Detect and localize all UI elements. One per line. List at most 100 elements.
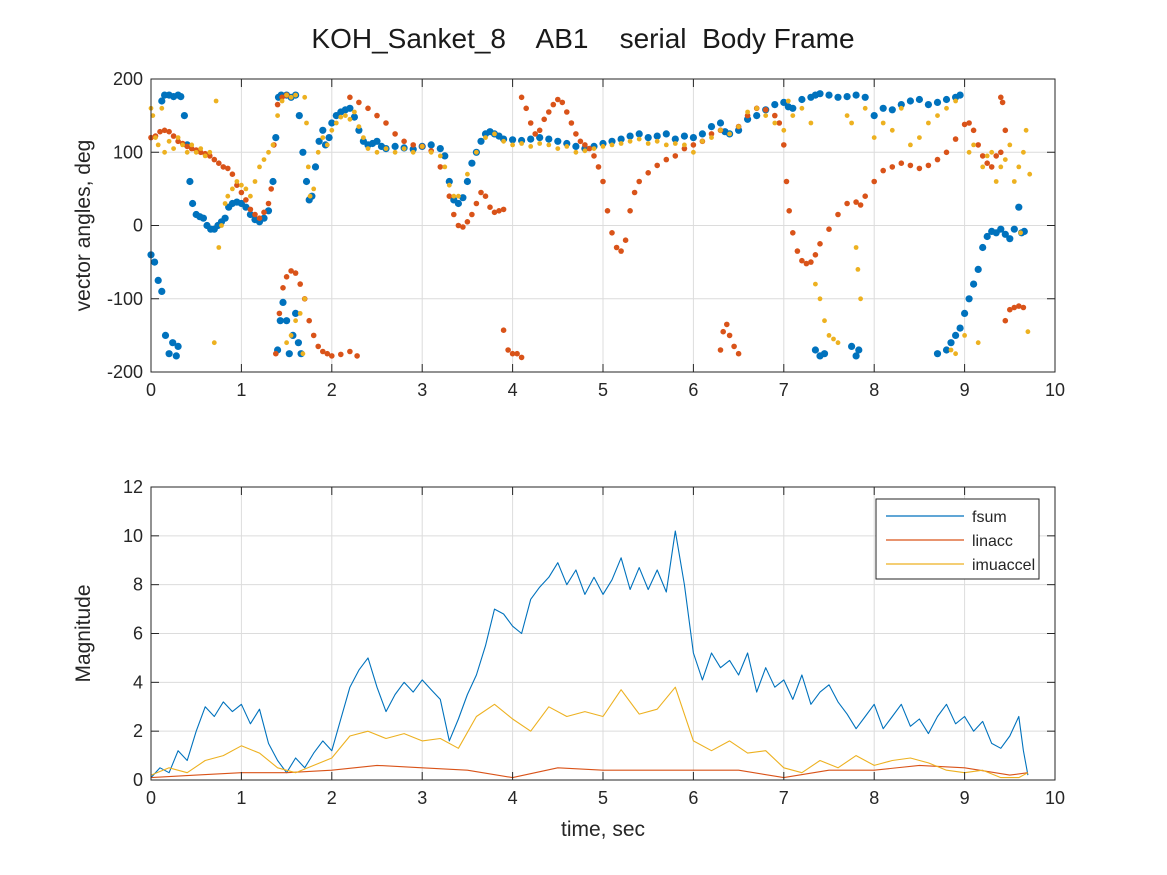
magnitude-plot-area (150, 530, 1029, 779)
angle-point (786, 208, 792, 214)
angle-point (189, 142, 195, 148)
angle-point (907, 162, 914, 169)
angle-point (365, 146, 371, 152)
angle-point (993, 153, 999, 159)
angle-point (410, 142, 417, 148)
angle-point (501, 138, 506, 144)
angle-point (465, 171, 470, 177)
angle-point (952, 136, 959, 142)
angle-point (835, 340, 841, 346)
angle-point (849, 120, 854, 126)
angle-point (772, 112, 778, 119)
angle-point (789, 104, 797, 112)
angle-point (216, 245, 222, 250)
angle-point (817, 241, 823, 247)
angle-point (446, 182, 452, 188)
angle-point (554, 137, 562, 145)
angle-point (781, 127, 787, 133)
angle-point (591, 153, 597, 159)
y-tick-label: 8 (133, 575, 143, 595)
angle-point (261, 157, 267, 163)
y-tick-label: 4 (133, 672, 143, 692)
angle-point (853, 199, 859, 205)
angle-point (618, 141, 624, 146)
angle-point (1025, 329, 1031, 335)
angle-point (577, 138, 584, 145)
angle-point (243, 186, 249, 192)
angle-point (573, 149, 579, 155)
angle-point (509, 350, 516, 357)
angle-point (608, 137, 616, 145)
angle-point (288, 94, 294, 100)
angle-point (618, 248, 624, 254)
y-tick-label: 2 (133, 721, 143, 741)
angle-point (225, 165, 231, 172)
angle-point (572, 142, 580, 150)
angle-point (338, 351, 344, 358)
angle-point (1011, 179, 1017, 184)
angle-point (510, 142, 515, 148)
x-tick-label: 6 (688, 380, 698, 400)
angle-point (310, 332, 317, 339)
angle-point (691, 149, 696, 155)
x-tick-label: 1 (236, 380, 246, 400)
angle-point (492, 131, 497, 137)
angle-point (292, 270, 299, 276)
angle-point (528, 144, 534, 149)
angle-point (1002, 157, 1008, 163)
angle-point (180, 112, 188, 120)
angle-point (279, 98, 285, 104)
angle-point (965, 295, 973, 303)
angle-point (852, 352, 860, 360)
angle-point (234, 182, 240, 188)
angle-point (496, 208, 502, 214)
angle-point (564, 144, 570, 149)
angle-point (862, 105, 868, 111)
angle-point (518, 354, 525, 361)
x-tick-label: 9 (960, 380, 970, 400)
angle-point (293, 92, 298, 98)
angle-point (373, 137, 381, 145)
angle-point (1016, 303, 1022, 309)
angle-point (527, 135, 535, 143)
angle-point (463, 177, 471, 186)
angle-point (193, 149, 199, 155)
magnitude-y-axis-label: Magnitude (72, 584, 95, 682)
angle-point (211, 340, 217, 346)
angle-point (347, 94, 353, 101)
angle-point (302, 177, 311, 186)
series-line-fsum (150, 530, 1029, 778)
angle-point (726, 332, 733, 339)
angle-point (917, 135, 922, 141)
angle-point (169, 339, 177, 347)
angle-point (573, 131, 579, 137)
angle-point (564, 109, 570, 115)
angle-point (709, 135, 714, 141)
angle-point (933, 98, 942, 106)
angle-point (266, 149, 271, 155)
angle-point (816, 90, 824, 98)
angle-point (356, 124, 362, 129)
angle-point (288, 268, 294, 274)
angle-point (820, 350, 829, 358)
angle-point (161, 331, 170, 339)
angle-point (483, 135, 488, 141)
angle-point (392, 149, 398, 155)
legend-box (875, 498, 1040, 580)
angle-point (468, 159, 476, 167)
angle-point (680, 132, 689, 140)
angle-point (858, 296, 863, 302)
angle-point (523, 105, 529, 112)
angle-point (1007, 306, 1013, 313)
angle-point (975, 340, 981, 346)
angle-point (270, 142, 276, 148)
angle-point (355, 126, 363, 134)
angle-point (158, 97, 166, 105)
angle-point (536, 127, 543, 134)
angle-point (952, 331, 960, 339)
angle-point (799, 105, 805, 111)
angle-point (916, 165, 923, 172)
angle-point (186, 177, 194, 186)
x-tick-label: 9 (960, 788, 970, 808)
angle-point (177, 93, 185, 101)
